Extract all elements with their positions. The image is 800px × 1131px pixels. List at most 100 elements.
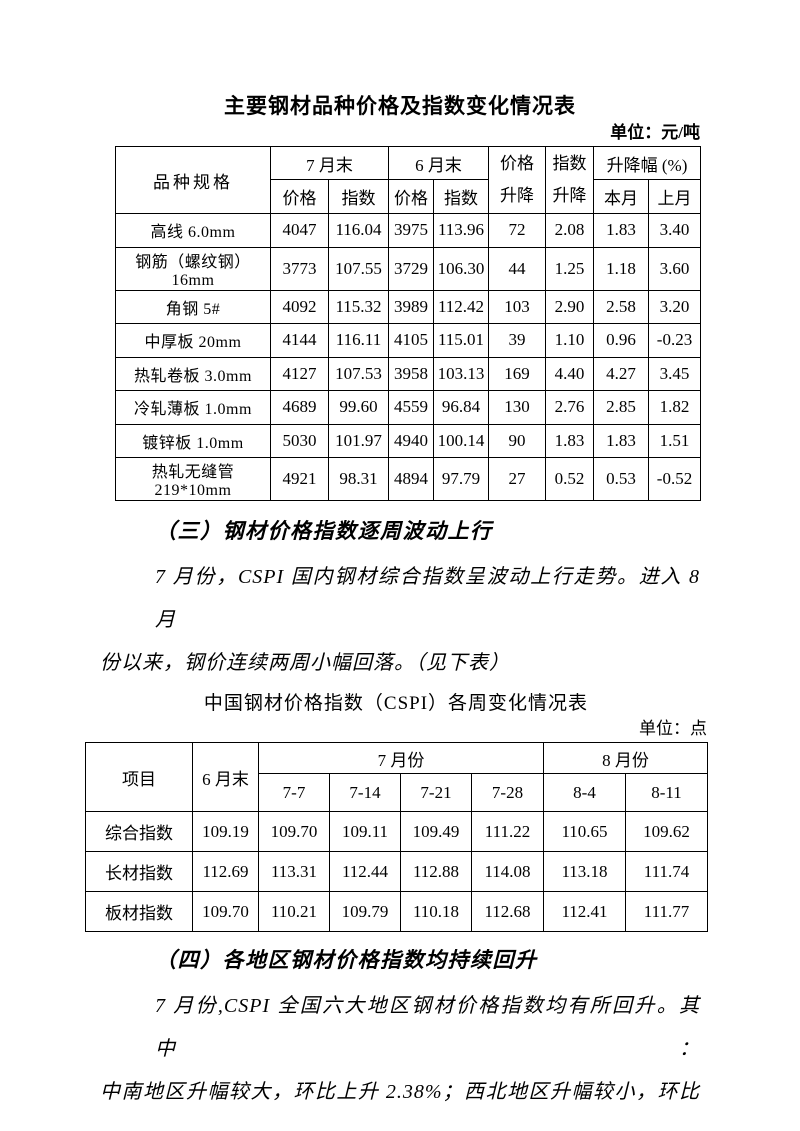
spec-cell: 中厚板 20mm (115, 323, 271, 358)
value-cell: 1.83 (545, 423, 594, 458)
value-cell: 112.42 (433, 289, 489, 324)
value-cell: 110.21 (258, 891, 330, 932)
value-cell: 3773 (270, 246, 329, 291)
paragraph-line: 中南地区升幅较大，环比上升 2.38%；西北地区升幅较小，环比 (100, 1081, 700, 1103)
value-cell: 3729 (388, 246, 434, 291)
value-cell: 113.31 (258, 851, 330, 892)
paragraph-line: 7 月份，CSPI 国内钢材综合指数呈波动上行走势。进入 8 月 (155, 566, 700, 631)
value-cell: 2.08 (545, 213, 594, 248)
value-cell: 111.74 (625, 851, 708, 892)
value-cell: 4144 (270, 323, 329, 358)
spec-cell: 热轧无缝管 219*10mm (115, 457, 271, 501)
value-cell: 2.58 (593, 289, 649, 324)
value-cell: 4047 (270, 213, 329, 248)
col-header-price-july: 价格 (270, 179, 329, 214)
spec-cell: 镀锌板 1.0mm (115, 423, 271, 458)
value-cell: 2.85 (593, 390, 649, 425)
col-header-price-change: 价格 升降 (488, 146, 546, 214)
col-header-spec: 品种规格 (115, 146, 271, 214)
value-cell: 115.32 (328, 289, 389, 324)
value-cell: 4127 (270, 356, 329, 391)
value-cell: 1.18 (593, 246, 649, 291)
value-cell: 100.14 (433, 423, 489, 458)
value-cell: 109.11 (329, 811, 401, 852)
index-name-cell: 综合指数 (85, 811, 193, 852)
value-cell: 112.88 (400, 851, 472, 892)
value-cell: 99.60 (328, 390, 389, 425)
col-header-week: 8-4 (543, 773, 626, 812)
col-header-august: 8 月份 (543, 742, 708, 774)
value-cell: 3.60 (647, 246, 702, 291)
value-cell: 4894 (388, 457, 434, 501)
col-header-last-month: 上月 (647, 179, 702, 214)
col-header-july-end: 7 月末 (270, 146, 389, 180)
section-3-heading: （三）钢材价格指数逐周波动上行 (155, 519, 493, 543)
value-cell: 4559 (388, 390, 434, 425)
index-change-line1: 指数 (552, 154, 587, 173)
value-cell: 109.79 (329, 891, 401, 932)
value-cell: 5030 (270, 423, 329, 458)
value-cell: 114.08 (471, 851, 544, 892)
table2-unit-label: 单位：点 (639, 719, 707, 738)
value-cell: 72 (488, 213, 546, 248)
value-cell: 1.10 (545, 323, 594, 358)
value-cell: 2.76 (545, 390, 594, 425)
value-cell: 3975 (388, 213, 434, 248)
value-cell: 107.55 (328, 246, 389, 291)
value-cell: 39 (488, 323, 546, 358)
value-cell: 116.11 (328, 323, 389, 358)
col-header-this-month: 本月 (593, 179, 649, 214)
value-cell: 109.19 (192, 811, 259, 852)
value-cell: 112.44 (329, 851, 401, 892)
col-header-week: 7-21 (400, 773, 472, 812)
col-header-july: 7 月份 (258, 742, 544, 774)
table-row: 热轧卷板 3.0mm 4127 107.53 3958 103.13 169 4… (115, 356, 702, 391)
col-header-week: 8-11 (625, 773, 708, 812)
index-name-cell: 长材指数 (85, 851, 193, 892)
value-cell: 103 (488, 289, 546, 324)
cspi-weekly-table: 项目 6 月末 7 月份 8 月份 7-7 7-14 7-21 7-28 8-4… (85, 742, 708, 932)
table-row: 钢筋（螺纹钢）16mm 3773 107.55 3729 106.30 44 1… (115, 246, 702, 291)
value-cell: 3958 (388, 356, 434, 391)
value-cell: 112.69 (192, 851, 259, 892)
value-cell: 109.70 (192, 891, 259, 932)
value-cell: 27 (488, 457, 546, 501)
value-cell: 0.53 (593, 457, 649, 501)
steel-price-table: 品种规格 7 月末 6 月末 价格 升降 指数 升降 升降幅 (%) 价格 指数… (115, 146, 702, 501)
value-cell: 97.79 (433, 457, 489, 501)
value-cell: 3.40 (647, 213, 702, 248)
table-row: 热轧无缝管 219*10mm 4921 98.31 4894 97.79 27 … (115, 457, 702, 501)
value-cell: 112.68 (471, 891, 544, 932)
price-change-line2: 升降 (500, 186, 534, 205)
value-cell: 111.22 (471, 811, 544, 852)
value-cell: 0.96 (593, 323, 649, 358)
value-cell: 2.90 (545, 289, 594, 324)
col-header-week: 7-14 (329, 773, 401, 812)
spec-cell: 角钢 5# (115, 289, 271, 324)
value-cell: 101.97 (328, 423, 389, 458)
col-header-june-end: 6 月末 (192, 742, 259, 812)
value-cell: 1.82 (647, 390, 702, 425)
table-row: 综合指数 109.19 109.70 109.11 109.49 111.22 … (85, 811, 708, 852)
value-cell: 3.20 (647, 289, 702, 324)
value-cell: 109.49 (400, 811, 472, 852)
value-cell: 169 (488, 356, 546, 391)
paragraph-line: 份以来，钢价连续两周小幅回落。（见下表） (100, 652, 510, 674)
table2-title: 中国钢材价格指数（CSPI）各周变化情况表 (203, 693, 589, 714)
table-row: 板材指数 109.70 110.21 109.79 110.18 112.68 … (85, 891, 708, 932)
table-row: 中厚板 20mm 4144 116.11 4105 115.01 39 1.10… (115, 323, 702, 358)
value-cell: 1.83 (593, 423, 649, 458)
value-cell: 116.04 (328, 213, 389, 248)
table-row: 角钢 5# 4092 115.32 3989 112.42 103 2.90 2… (115, 289, 702, 324)
value-cell: 4.27 (593, 356, 649, 391)
value-cell: 110.18 (400, 891, 472, 932)
value-cell: 111.77 (625, 891, 708, 932)
value-cell: 1.83 (593, 213, 649, 248)
price-change-line1: 价格 (500, 154, 534, 173)
col-header-week: 7-7 (258, 773, 330, 812)
index-change-line2: 升降 (552, 186, 587, 205)
table-row: 镀锌板 1.0mm 5030 101.97 4940 100.14 90 1.8… (115, 423, 702, 458)
value-cell: 3989 (388, 289, 434, 324)
table-row: 冷轧薄板 1.0mm 4689 99.60 4559 96.84 130 2.7… (115, 390, 702, 425)
value-cell: 4.40 (545, 356, 594, 391)
